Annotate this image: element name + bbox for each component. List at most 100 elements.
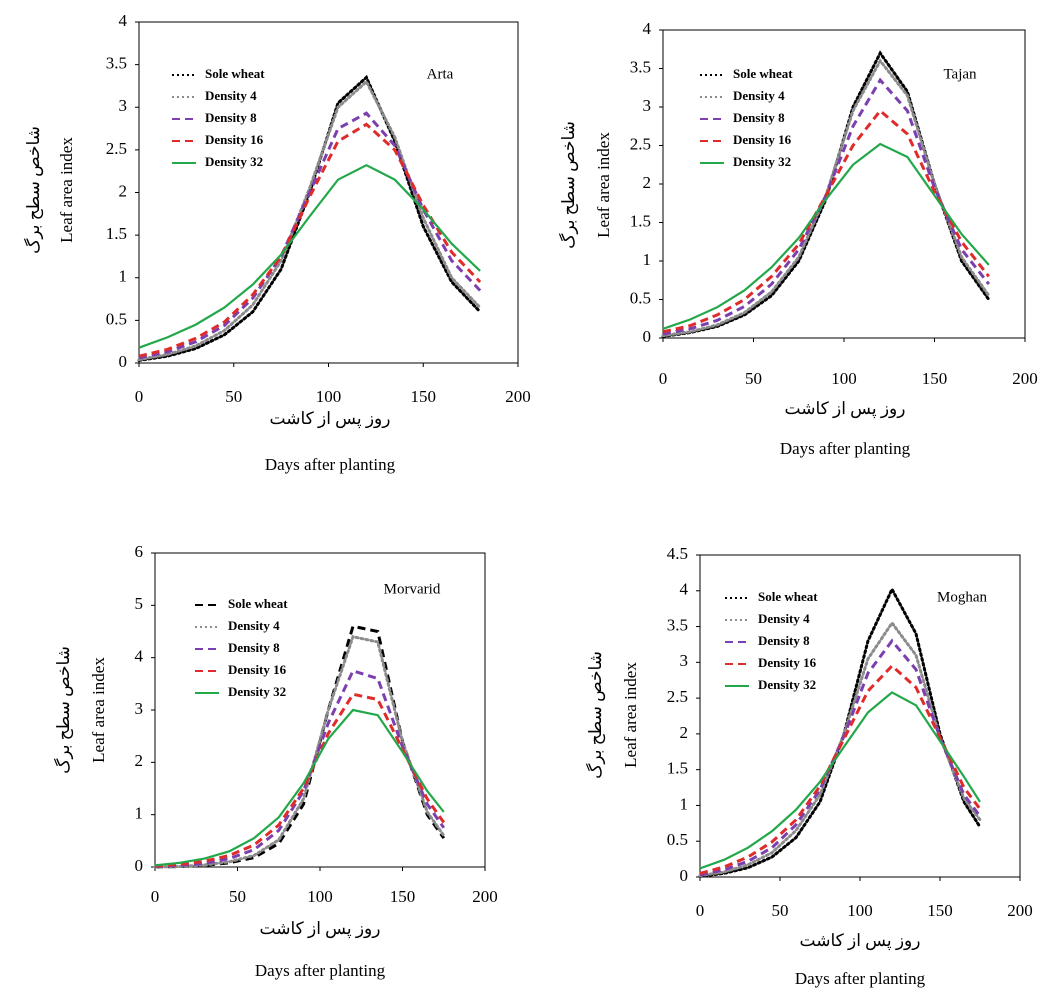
y-tick-label: 4 <box>643 19 652 38</box>
y-tick-label: 0 <box>135 856 144 875</box>
x-tick-label: 100 <box>307 887 333 906</box>
y-tick-label: 2 <box>643 173 652 192</box>
legend-label: Density 4 <box>758 611 810 626</box>
x-tick-label: 150 <box>927 901 953 920</box>
y-tick-label: 2.5 <box>630 134 651 153</box>
x-tick-label: 0 <box>659 369 668 388</box>
y-axis-label-fa: شاخص سطح برگ <box>558 121 579 249</box>
x-tick-label: 100 <box>831 369 857 388</box>
x-tick-label: 200 <box>1012 369 1038 388</box>
x-axis-label: Days after planting <box>265 455 396 474</box>
legend-label: Density 16 <box>733 132 792 147</box>
y-tick-label: 2.5 <box>667 687 688 706</box>
line-series <box>699 691 981 870</box>
y-tick-label: 0.5 <box>630 288 651 307</box>
y-tick-label: 3.5 <box>667 615 688 634</box>
x-axis-label-fa: روز پس از کاشت <box>800 931 921 951</box>
legend-label: Density 32 <box>205 154 263 169</box>
y-axis-label-fa: شاخص سطح برگ <box>53 646 74 774</box>
x-axis-label-fa: روز پس از کاشت <box>785 399 906 419</box>
y-tick-label: 5 <box>135 594 144 613</box>
y-tick-label: 3.5 <box>106 54 127 73</box>
annotation: Morvarid <box>384 581 441 597</box>
x-tick-label: 0 <box>135 387 144 406</box>
line-series <box>154 692 446 868</box>
annotation: Tajan <box>943 66 977 82</box>
y-tick-label: 1 <box>135 804 144 823</box>
x-tick-label: 200 <box>505 387 531 406</box>
x-tick-label: 100 <box>847 901 873 920</box>
x-tick-label: 50 <box>229 887 246 906</box>
line-series <box>662 77 990 336</box>
line-series <box>138 163 481 349</box>
legend-label: Density 16 <box>228 662 287 677</box>
line-series <box>699 638 982 877</box>
y-tick-label: 4.5 <box>667 544 688 563</box>
x-tick-label: 150 <box>390 887 416 906</box>
legend-label: Density 4 <box>733 88 785 103</box>
x-tick-label: 50 <box>225 387 242 406</box>
line-series <box>138 111 482 360</box>
y-axis-label-fa: شاخص سطح برگ <box>585 651 606 779</box>
line-series <box>138 122 482 358</box>
x-tick-label: 200 <box>472 887 498 906</box>
legend-label: Sole wheat <box>205 66 265 81</box>
x-tick-label: 100 <box>316 387 342 406</box>
y-axis-label: Leaf area index <box>57 137 76 243</box>
y-axis-label: Leaf area index <box>594 132 613 238</box>
x-tick-label: 150 <box>411 387 437 406</box>
x-tick-label: 200 <box>1007 901 1033 920</box>
y-axis-label-fa: شاخص سطح برگ <box>23 126 44 254</box>
y-tick-label: 4 <box>135 647 144 666</box>
y-tick-label: 3 <box>680 651 689 670</box>
y-tick-label: 2 <box>119 181 128 200</box>
x-tick-label: 50 <box>772 901 789 920</box>
y-tick-label: 6 <box>135 542 144 561</box>
plot-frame <box>154 552 486 868</box>
annotation: Moghan <box>937 589 987 605</box>
y-tick-label: 1.5 <box>106 224 127 243</box>
line-series <box>662 108 990 334</box>
y-tick-label: 1 <box>119 267 128 286</box>
line-series <box>154 624 446 869</box>
line-series <box>662 142 990 330</box>
legend-label: Density 8 <box>758 633 810 648</box>
x-axis-label-fa: روز پس از کاشت <box>260 919 381 939</box>
y-axis-label: Leaf area index <box>89 657 108 763</box>
y-tick-label: 4 <box>119 11 128 30</box>
legend-label: Sole wheat <box>733 66 793 81</box>
y-tick-label: 1.5 <box>667 759 688 778</box>
y-tick-label: 0.5 <box>667 830 688 849</box>
y-tick-label: 0 <box>643 327 652 346</box>
line-series <box>137 79 482 362</box>
x-axis-label: Days after planting <box>780 439 911 458</box>
legend-label: Density 32 <box>758 677 816 692</box>
annotation: Arta <box>427 66 454 82</box>
y-tick-label: 3 <box>135 699 144 718</box>
x-axis-label-fa: روز پس از کاشت <box>270 409 391 429</box>
y-tick-label: 3.5 <box>630 57 651 76</box>
y-tick-label: 0 <box>680 866 689 885</box>
y-tick-label: 2 <box>680 723 689 742</box>
y-tick-label: 0.5 <box>106 309 127 328</box>
y-tick-label: 2.5 <box>106 139 127 158</box>
line-series <box>154 708 445 867</box>
legend-label: Density 8 <box>228 640 280 655</box>
y-tick-label: 3 <box>119 96 128 115</box>
x-tick-label: 0 <box>151 887 160 906</box>
legend-label: Sole wheat <box>228 596 288 611</box>
legend-label: Density 4 <box>205 88 257 103</box>
x-tick-label: 50 <box>745 369 762 388</box>
y-tick-label: 1 <box>643 250 652 269</box>
x-tick-label: 150 <box>922 369 948 388</box>
line-series <box>153 634 446 869</box>
line-series <box>154 668 446 868</box>
legend-label: Density 32 <box>733 154 791 169</box>
legend-label: Density 8 <box>205 110 257 125</box>
legend-label: Density 4 <box>228 618 280 633</box>
y-tick-label: 0 <box>119 352 128 371</box>
y-tick-label: 4 <box>680 580 689 599</box>
y-axis-label: Leaf area index <box>621 662 640 768</box>
x-axis-label: Days after planting <box>255 961 386 980</box>
